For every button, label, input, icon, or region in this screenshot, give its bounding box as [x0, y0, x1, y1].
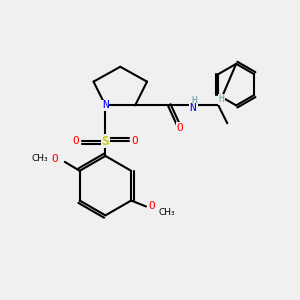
Text: H: H — [192, 96, 197, 106]
Text: O: O — [176, 123, 183, 133]
Text: S: S — [102, 135, 109, 148]
Text: O: O — [148, 202, 155, 212]
Text: O: O — [132, 136, 139, 146]
Text: N: N — [190, 103, 196, 113]
Text: CH₃: CH₃ — [31, 154, 48, 164]
Text: CH₃: CH₃ — [158, 208, 175, 217]
Text: O: O — [51, 154, 58, 164]
Text: H: H — [218, 94, 224, 104]
Text: O: O — [72, 136, 79, 146]
Text: N: N — [102, 100, 109, 110]
